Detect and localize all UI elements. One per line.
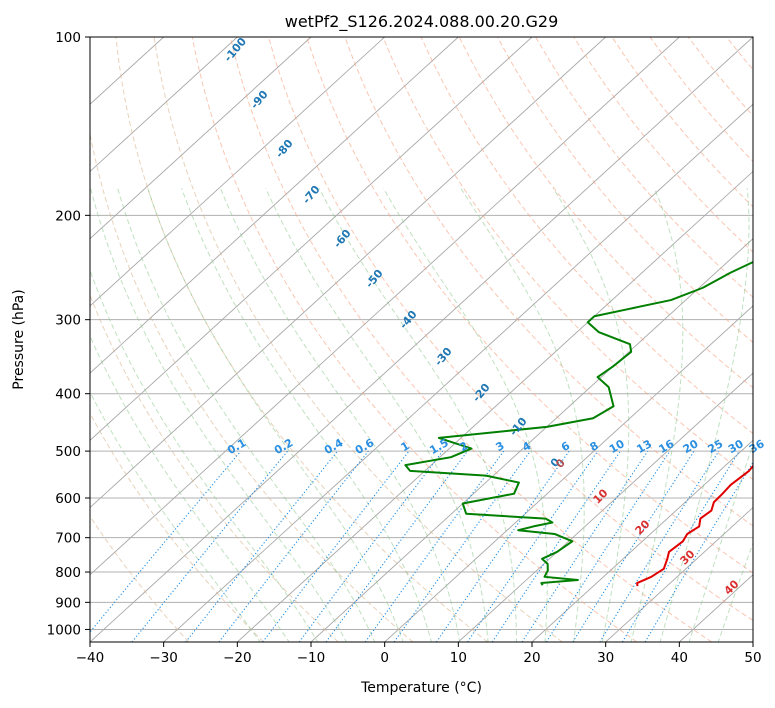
dry-adiabat [535,37,753,298]
x-tick-label: −30 [149,650,178,666]
y-tick-label: 300 [55,313,81,329]
moist-adiabat [90,334,290,642]
x-tick-label: 10 [450,650,467,666]
y-tick-label: 100 [55,30,81,46]
dry-adiabat [90,412,264,642]
x-tick-label: 30 [597,650,614,666]
moist-adiabat [318,188,517,642]
x-tick-label: 0 [380,650,389,666]
dry-adiabats [90,37,775,642]
moist-adiabat [147,188,404,642]
isotherm-10 [458,372,753,642]
plot-layers [90,37,775,642]
x-tick-label: 50 [744,650,761,666]
chart-title: wetPf2_S126.2024.088.00.20.G29 [285,12,559,32]
moist-adiabat [659,188,750,642]
skewed-isotherms [90,37,753,642]
moist-adiabat [630,188,684,642]
isotherm--40 [90,37,753,642]
x-tick-label: −40 [76,650,105,666]
y-tick-label: 1000 [47,622,81,638]
y-tick-label: 600 [55,491,81,507]
y-tick-label: 800 [55,565,81,581]
y-axis: 100 200 300 400 500 600 700 800 900 1000 [47,30,90,638]
isotherm--90 [90,37,385,307]
dry-adiabat [306,37,753,574]
mixing-ratio-line-3 [364,450,505,642]
mixing-ratio-lines [90,450,753,642]
dry-adiabat [90,131,414,642]
mixing-ratio-line-1.5 [298,450,444,642]
isotherm--110 [90,37,238,173]
moist-adiabat [688,442,753,642]
isotherm--20 [237,170,753,642]
y-tick-label: 200 [55,208,81,224]
moist-adiabat [90,390,261,642]
moist-adiabat [90,269,319,642]
dry-adiabat [90,293,339,642]
moist-adiabat [219,188,461,642]
isotherm-50 [752,641,753,642]
y-tick-label: 900 [55,595,81,611]
x-tick-label: 20 [523,650,540,666]
mixing-ratio-line-8 [467,450,599,642]
mixing-ratio-line-13 [521,450,649,642]
isotherm--70 [90,37,533,441]
isotherm--80 [90,37,459,374]
x-tick-label: −10 [297,650,326,666]
plot-frame [89,36,754,643]
isotherm-20 [531,439,753,642]
moist-adiabat [90,188,347,642]
mixing-ratio-line-30 [621,450,740,642]
dewpoint-line [404,260,753,586]
mixing-ratio-line-16 [545,450,671,642]
moist-adiabat [717,541,753,642]
dry-adiabat [268,37,753,622]
dry-adiabat [191,37,638,642]
y-axis-label: Pressure (hPa) [11,289,27,389]
isotherm--30 [163,103,753,642]
dry-adiabat [229,37,712,642]
isotherm--100 [90,37,312,240]
mixing-ratio-line-0.4 [185,450,338,642]
dry-adiabat [153,37,563,642]
dry-adiabat [765,37,775,642]
x-tick-label: 40 [671,650,688,666]
mixing-ratio-line-0.6 [218,450,369,642]
dry-adiabat [344,37,753,527]
y-tick-label: 700 [55,531,81,547]
temperature-line [636,464,753,587]
mixing-ratio-line-10 [491,450,621,642]
isotherm-30 [605,506,753,642]
dry-adiabat [420,37,753,435]
isotherm--60 [90,37,606,509]
profile-series [404,260,753,587]
dry-adiabat [497,37,753,344]
moist-adiabat [460,187,585,642]
x-axis: −40 −30 −20 −10 0 10 20 30 40 50 [76,642,762,666]
mixing-ratio-line-25 [599,450,720,642]
isotherm--50 [90,37,680,576]
moist-adiabat [117,188,376,642]
mixing-ratio-line-20 [572,450,695,642]
moist-adiabat [382,187,548,642]
x-tick-label: −20 [223,650,252,666]
x-axis-label: Temperature (°C) [360,680,482,696]
y-tick-label: 500 [55,444,81,460]
isotherm-0 [384,305,753,642]
mixing-ratio-line-4 [393,450,531,642]
y-tick-label: 400 [55,387,81,403]
